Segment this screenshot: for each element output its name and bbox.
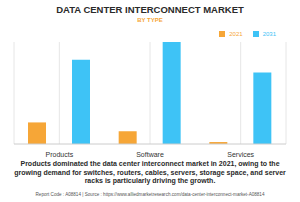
html-text:Report Code : A08814 | Source: Report Code : A08814 | Source : https://… [35, 192, 265, 197]
html-text:2021: 2021 [229, 31, 243, 37]
html-text:DATA CENTER INTERCONNECT MARKE: DATA CENTER INTERCONNECT MARKET [56, 4, 244, 15]
html-text:BY TYPE: BY TYPE [137, 17, 163, 23]
svg-text:Software: Software [136, 151, 164, 158]
html-text:Products dominated the data ce: Products dominated the data center inter… [14, 160, 286, 184]
svg-text:Services: Services [227, 151, 254, 158]
svg-text:Products: Products [46, 151, 74, 158]
html-text:2031: 2031 [262, 31, 276, 37]
